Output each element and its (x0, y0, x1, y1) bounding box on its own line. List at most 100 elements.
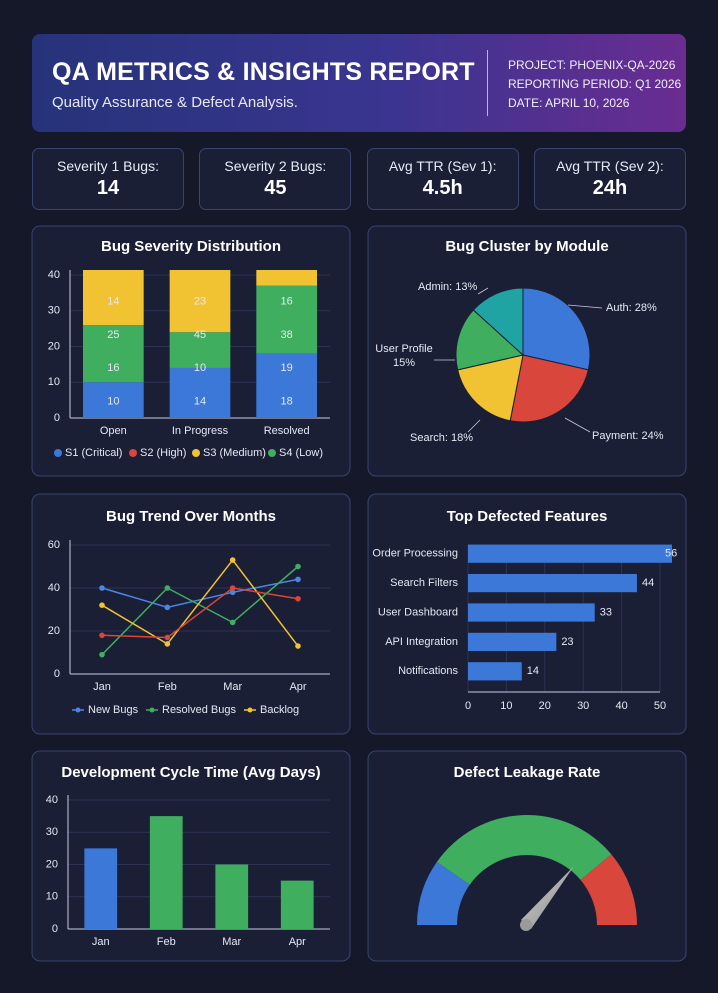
leader-line (564, 417, 591, 433)
legend-label: Backlog (260, 704, 299, 716)
bar-segment (256, 353, 317, 418)
y-tick-label: User Dashboard (378, 606, 458, 618)
report-subtitle: Quality Assurance & Defect Analysis. (52, 94, 298, 111)
data-label: 23 (561, 636, 573, 648)
meta-line: PROJECT: PHOENIX-QA-2026 (508, 58, 676, 72)
line-point (295, 595, 301, 602)
y-tick-label: 0 (54, 412, 60, 424)
y-tick-label: 0 (54, 668, 60, 680)
data-label: 25 (107, 329, 119, 341)
bar (215, 864, 249, 929)
x-tick-label: 10 (500, 700, 512, 712)
x-tick-label: Apr (289, 681, 306, 693)
y-tick-label: Search Filters (390, 577, 458, 589)
line-point (229, 589, 236, 596)
line-series (101, 558, 299, 647)
data-label: 56 (665, 548, 677, 560)
x-tick-label: Resolved (264, 425, 310, 437)
pie-slice (455, 309, 525, 371)
data-label: 19 (281, 362, 293, 374)
legend-swatch (149, 707, 155, 713)
line-point (99, 585, 105, 591)
x-tick-label: Mar (222, 936, 241, 948)
legend-swatch (268, 449, 276, 457)
chart-title: Defect Leakage Rate (454, 764, 601, 781)
y-tick-label: Notifications (398, 665, 458, 677)
kpi-label: Severity 1 Bugs: (57, 158, 159, 174)
line-point (99, 632, 105, 639)
kpi-card: Avg TTR (Sev 1): 4.5h (366, 148, 519, 210)
x-tick-label: 50 (654, 700, 666, 712)
chart-title: Bug Severity Distribution (101, 238, 281, 255)
data-label: 45 (194, 329, 206, 341)
kpi-value: 24h (592, 177, 628, 199)
data-label: 14 (527, 665, 539, 677)
y-tick-label: 20 (48, 625, 60, 637)
bar (468, 544, 672, 563)
y-tick-label: 10 (48, 376, 60, 388)
x-tick-label: Feb (158, 681, 177, 693)
line-point (164, 641, 171, 647)
data-label: 44 (642, 577, 654, 589)
x-tick-label: Open (100, 425, 127, 437)
kpi-card: Severity 2 Bugs: 45 (199, 148, 352, 210)
x-tick-label: Mar (223, 681, 242, 693)
meta-line: DATE: APRIL 10, 2026 (508, 96, 630, 110)
leader-line (567, 304, 603, 309)
data-label: 23 (194, 296, 206, 308)
legend-swatch (129, 449, 137, 457)
y-tick-label: 40 (48, 269, 60, 281)
line-point (99, 602, 105, 608)
x-tick-label: Jan (92, 936, 110, 948)
data-label: 10 (194, 362, 206, 374)
gauge-segment (417, 861, 470, 925)
kpi-label: Avg TTR (Sev 1): (388, 158, 497, 174)
leader-line (467, 419, 481, 433)
data-label: 18 (281, 395, 293, 407)
line-point (99, 651, 105, 658)
y-tick-label: 20 (48, 340, 60, 352)
y-tick-label: 20 (46, 858, 58, 870)
bar-segment (83, 325, 144, 383)
bar (280, 880, 314, 929)
data-label: Search: 18% (410, 432, 473, 444)
report-title: QA METRICS & INSIGHTS REPORT (52, 58, 475, 86)
bar-segment (169, 367, 231, 418)
pie-slice (509, 354, 589, 423)
line-point (229, 585, 236, 591)
bars (468, 544, 672, 681)
kpi-label: Severity 2 Bugs: (224, 158, 327, 174)
legend-label: New Bugs (88, 704, 139, 716)
header: QA METRICS & INSIGHTS REPORT Quality Ass… (32, 34, 686, 132)
line-point (295, 576, 301, 583)
gauge-segment (436, 814, 612, 885)
bar (468, 573, 637, 593)
line-point (229, 619, 236, 626)
x-tick-label: 0 (465, 700, 471, 712)
kpi-card: Avg TTR (Sev 2): 24h (533, 148, 686, 210)
bar-segment (83, 382, 144, 418)
x-tick-label: 40 (615, 700, 627, 712)
kpi-row: Severity 1 Bugs: 14 Severity 2 Bugs: 45 Av… (32, 148, 686, 210)
line-point (295, 563, 301, 570)
legend-label: S4 (Low) (279, 447, 323, 459)
y-tick-label: 40 (48, 582, 60, 594)
y-tick-label: 40 (46, 794, 58, 806)
gauge-needle (521, 866, 574, 929)
gauge (417, 814, 637, 931)
line-series (101, 587, 299, 639)
line-series (101, 578, 299, 609)
line-point (164, 634, 171, 641)
data-label: 10 (107, 395, 119, 407)
meta-line: REPORTING PERIOD: Q1 2026 (508, 77, 682, 91)
line-point (229, 557, 236, 563)
data-label: 14 (107, 296, 119, 308)
y-tick-label: 30 (48, 305, 60, 317)
bars (83, 270, 317, 418)
legend-swatch (247, 707, 253, 713)
meta: PROJECT: PHOENIX-QA-2026 REPORTING PERIO… (508, 56, 681, 113)
data-label: 16 (107, 362, 119, 374)
chart-title: Top Defected Features (447, 508, 608, 525)
legend-label: Resolved Bugs (162, 704, 236, 716)
